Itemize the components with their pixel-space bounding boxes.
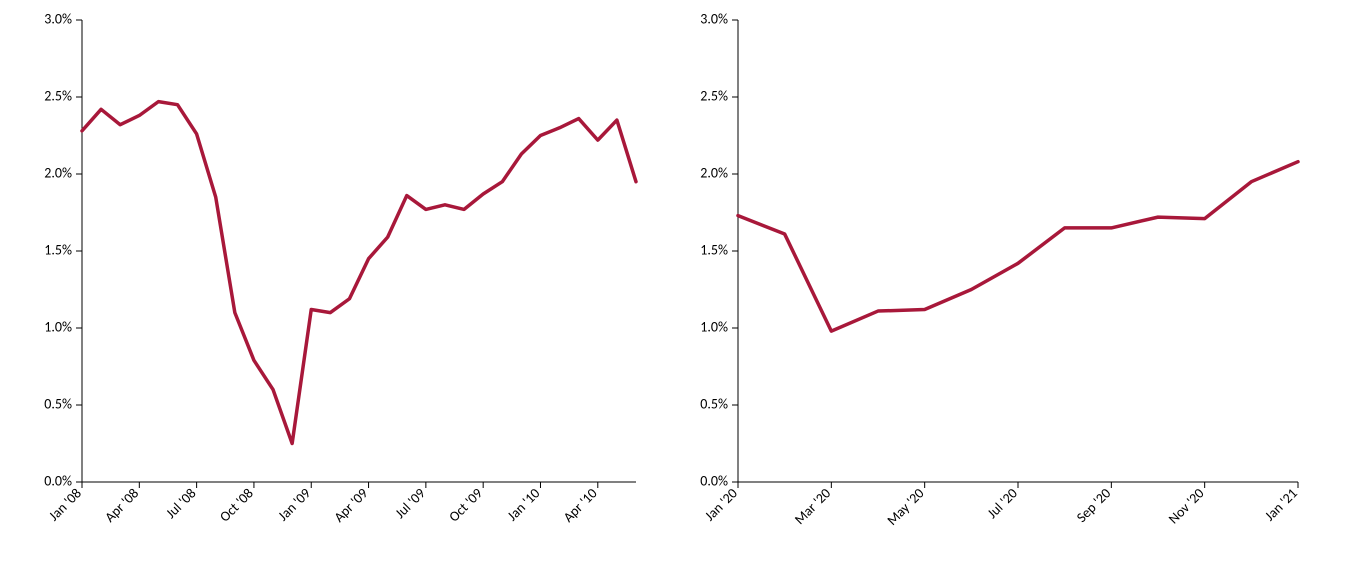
y-tick-label: 2.5%: [44, 87, 72, 104]
y-tick-label: 2.5%: [700, 87, 728, 104]
x-tick-label: Apr '08: [101, 485, 142, 526]
series-line: [82, 102, 636, 444]
x-tick-label: Oct '09: [445, 485, 486, 526]
y-tick-label: 0.0%: [44, 472, 72, 489]
x-tick-label: Sep '20: [1073, 485, 1114, 526]
y-tick-label: 1.0%: [44, 318, 72, 335]
x-tick-label: Jul '09: [392, 485, 429, 522]
y-tick-label: 3.0%: [700, 10, 728, 27]
y-tick-label: 1.0%: [700, 318, 728, 335]
x-tick-label: Mar '20: [791, 485, 834, 528]
x-tick-label: Oct '08: [216, 485, 257, 526]
x-tick-label: Jan '09: [274, 485, 314, 525]
y-tick-label: 0.5%: [44, 395, 72, 412]
y-tick-label: 2.0%: [700, 164, 728, 181]
y-tick-label: 3.0%: [44, 10, 72, 27]
y-tick-label: 2.0%: [44, 164, 72, 181]
chart-svg: 0.0% 0.5% 1.0% 1.5% 2.0% 2.5% 3.0% Jan '08 Apr '…: [0, 0, 1359, 570]
x-tick-label: Apr '10: [560, 485, 601, 526]
x-tick-label: May '20: [884, 485, 928, 529]
x-tick-label: Nov '20: [1165, 485, 1208, 528]
x-tick-label: Jul '20: [984, 485, 1021, 522]
y-tick-label: 1.5%: [700, 241, 728, 258]
x-tick-label: Jan '10: [504, 485, 544, 525]
y-tick-label: 1.5%: [44, 241, 72, 258]
dual-line-chart: 0.0% 0.5% 1.0% 1.5% 2.0% 2.5% 3.0% Jan '08 Apr '…: [0, 0, 1359, 570]
y-tick-label: 0.5%: [700, 395, 728, 412]
y-tick-label: 0.0%: [700, 472, 728, 489]
x-tick-label: Apr '09: [331, 485, 372, 526]
right-panel: 0.0% 0.5% 1.0% 1.5% 2.0% 2.5% 3.0% Jan '20 Mar '…: [700, 10, 1301, 528]
x-tick-label: Jan '21: [1261, 485, 1301, 525]
series-line: [738, 162, 1298, 331]
x-tick-label: Jan '08: [45, 485, 85, 525]
x-tick-label: Jul '08: [162, 485, 199, 522]
left-panel: 0.0% 0.5% 1.0% 1.5% 2.0% 2.5% 3.0% Jan '08 Apr '…: [44, 10, 636, 525]
x-tick-label: Jan '20: [701, 485, 741, 525]
